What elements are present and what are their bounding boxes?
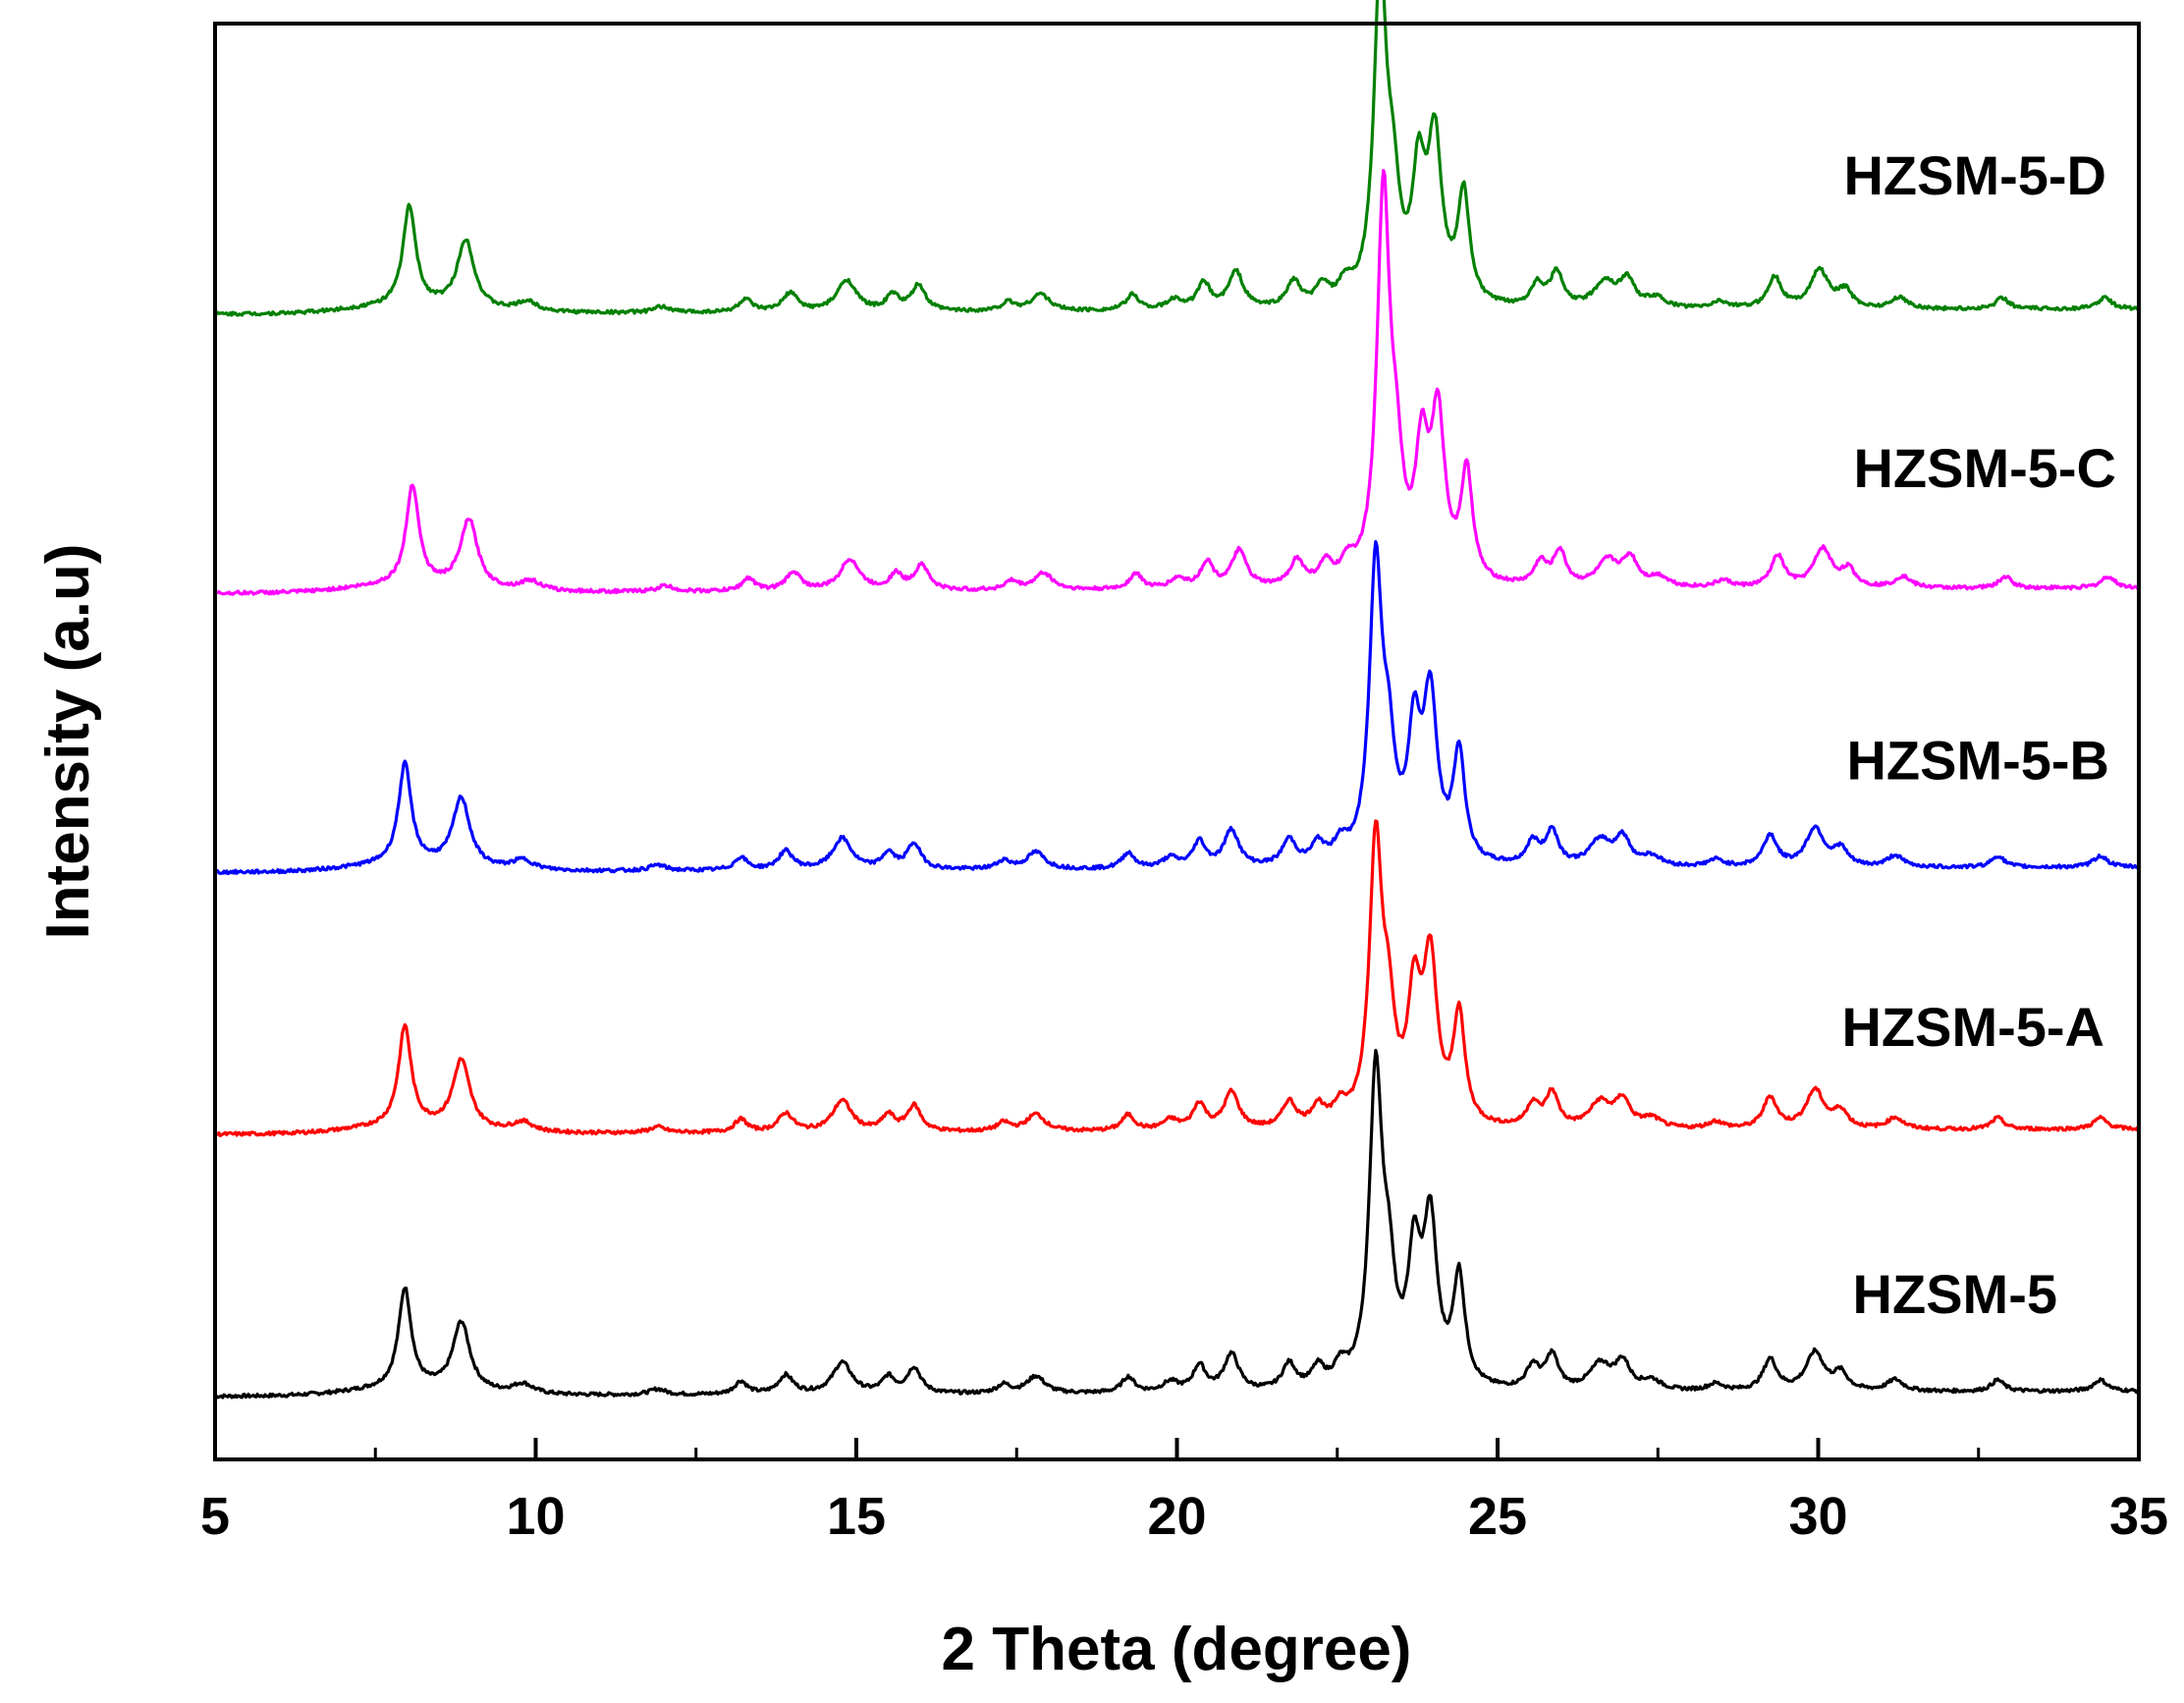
- series-line: [213, 168, 2140, 596]
- series-line: [214, 1048, 2141, 1400]
- x-tick-label: 25: [1468, 1487, 1527, 1546]
- series-label: HZSM-5-A: [1841, 996, 2104, 1058]
- series-label: HZSM-5: [1853, 1263, 2057, 1325]
- series-line: [214, 0, 2140, 317]
- series-labels: HZSM-5 HZSM-5-A HZSM-5-B HZSM-5-C HZSM-5-D: [1841, 144, 2116, 1325]
- series-layer: [213, 0, 2141, 1400]
- series-label: HZSM-5-B: [1846, 729, 2109, 791]
- x-tick-label: 30: [1788, 1487, 1847, 1546]
- x-tick-label: 15: [827, 1487, 886, 1546]
- x-tick-label: 10: [506, 1487, 565, 1546]
- x-axis-ticks: 5 10 15 20 25 30 35: [200, 1438, 2168, 1546]
- series-label: HZSM-5-C: [1853, 437, 2116, 499]
- series-line: [214, 539, 2140, 876]
- x-tick-label: 20: [1147, 1487, 1206, 1546]
- x-tick-label: 5: [200, 1487, 230, 1546]
- series-label: HZSM-5-D: [1843, 144, 2106, 206]
- x-axis-title: 2 Theta (degree): [942, 1616, 1412, 1683]
- series-line: [214, 819, 2140, 1137]
- y-axis-title: Intensity (a.u): [34, 543, 102, 939]
- x-tick-label: 35: [2109, 1487, 2168, 1546]
